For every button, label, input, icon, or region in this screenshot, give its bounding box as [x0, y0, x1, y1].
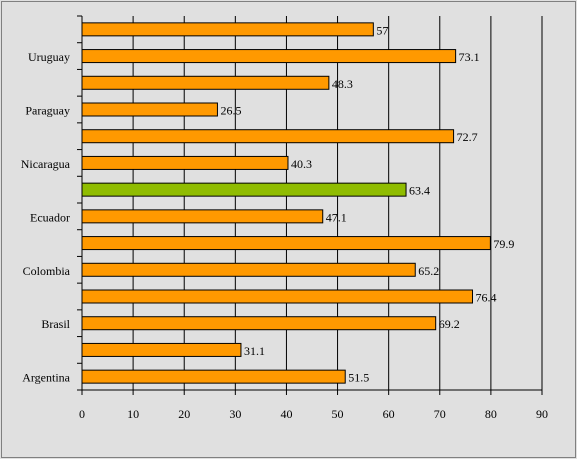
bar-value-label-9: 72.7 [457, 130, 478, 144]
category-label-2: Brasil [41, 317, 70, 331]
x-tick-label-30: 30 [229, 407, 241, 421]
x-tick-label-40: 40 [280, 407, 292, 421]
category-label-4: Colombia [23, 264, 71, 278]
bar-value-label-3: 76.4 [475, 291, 496, 305]
bar-11 [81, 75, 330, 90]
bar-value-label-8: 40.3 [291, 157, 312, 171]
bar-value-label-7: 63.4 [409, 184, 430, 198]
bar-4 [81, 262, 416, 277]
x-tick-label-10: 10 [127, 407, 139, 421]
x-tick-label-50: 50 [332, 407, 344, 421]
x-tick-label-90: 90 [536, 407, 548, 421]
bar-10 [81, 102, 218, 117]
bar-3 [81, 289, 473, 304]
x-tick-label-20: 20 [178, 407, 190, 421]
x-tick-label-70: 70 [434, 407, 446, 421]
bar-value-label-11: 48.3 [332, 77, 353, 91]
bar-value-label-4: 65.2 [418, 264, 439, 278]
bar-2 [81, 316, 437, 331]
bar-1 [81, 342, 242, 357]
bar-5 [81, 236, 491, 251]
bar-value-label-0: 51.5 [348, 371, 369, 385]
bar-13 [81, 22, 374, 37]
bar-value-label-10: 26.5 [220, 104, 241, 118]
bar-value-label-13: 57 [376, 23, 388, 37]
bar-6 [81, 209, 324, 224]
bar-value-label-6: 47.1 [326, 210, 347, 224]
bar-8 [81, 155, 289, 170]
bar-value-label-5: 79.9 [493, 237, 514, 251]
category-label-8: Nicaragua [21, 157, 71, 171]
bar-value-label-12: 73.1 [459, 50, 480, 64]
bar-9 [81, 129, 455, 144]
category-label-12: Uruguay [28, 50, 70, 64]
category-label-10: Paraguay [25, 104, 70, 118]
category-label-0: Argentina [22, 371, 70, 385]
x-tick-label-80: 80 [485, 407, 497, 421]
x-tick-label-60: 60 [383, 407, 395, 421]
bar-7 [81, 182, 407, 197]
bar-value-label-1: 31.1 [244, 344, 265, 358]
bar-value-label-2: 69.2 [439, 317, 460, 331]
bar-12 [81, 49, 457, 64]
bar-0 [81, 369, 346, 384]
category-label-6: Ecuador [30, 210, 70, 224]
x-tick-label-0: 0 [79, 407, 85, 421]
